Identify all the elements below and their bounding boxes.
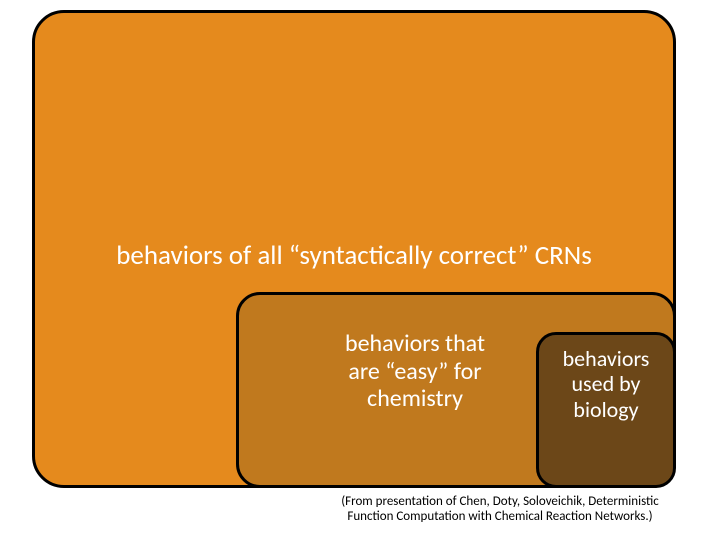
mid-set-label: behaviors that are “easy” for chemistry <box>298 330 532 413</box>
caption-line-2: Function Computation with Chemical React… <box>300 509 700 524</box>
diagram-stage: behaviors of all “syntactically correct”… <box>0 0 720 540</box>
source-caption: (From presentation of Chen, Doty, Solove… <box>300 494 700 524</box>
inner-set-label: behaviors used by biology <box>544 346 668 422</box>
outer-set-label: behaviors of all “syntactically correct”… <box>48 240 660 271</box>
caption-line-1: (From presentation of Chen, Doty, Solove… <box>300 494 700 509</box>
